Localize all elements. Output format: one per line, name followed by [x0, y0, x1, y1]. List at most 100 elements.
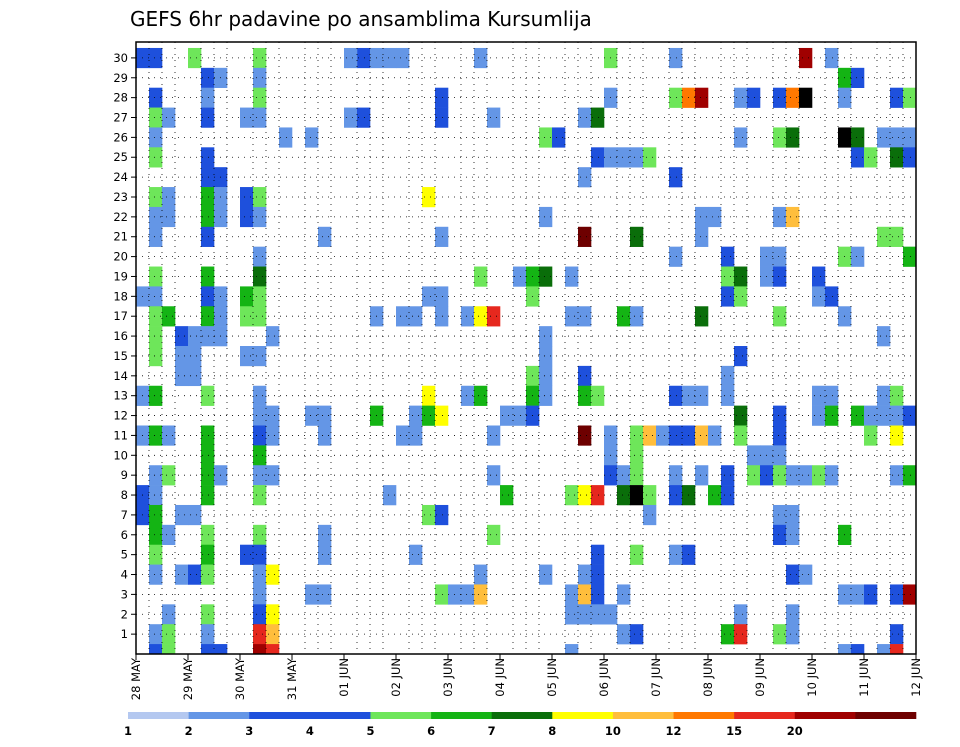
colorbar-label: 1 [124, 724, 132, 738]
heatmap-cell [721, 485, 735, 506]
heatmap-cell [669, 385, 683, 406]
heatmap-cell [799, 87, 813, 108]
x-tick-label: 08 JUN [701, 658, 715, 697]
heatmap-cell [201, 524, 215, 546]
heatmap-cell [162, 187, 176, 208]
heatmap-cell [201, 67, 215, 88]
heatmap-cell [149, 206, 163, 228]
heatmap-cell [773, 624, 787, 645]
heatmap-cell [643, 485, 657, 506]
colorbar-label: 2 [185, 724, 193, 738]
heatmap-cell [578, 385, 592, 406]
heatmap-cell [266, 644, 280, 655]
heatmap-cell [812, 286, 826, 307]
heatmap-cell [149, 286, 163, 307]
colorbar-segment [552, 712, 614, 719]
heatmap-cell [435, 226, 449, 247]
heatmap-cell [201, 544, 215, 565]
heatmap-cell [786, 604, 800, 625]
heatmap-cell [162, 624, 176, 645]
x-tick-label: 04 JUN [493, 658, 507, 697]
heatmap-cell [175, 504, 189, 526]
heatmap-cell [149, 346, 163, 367]
y-tick-label: 21 [113, 230, 128, 244]
heatmap-cell [890, 405, 904, 426]
y-tick-label: 5 [121, 548, 128, 562]
y-tick-label: 11 [113, 428, 128, 442]
x-tick-label: 31 MAY [285, 657, 299, 700]
heatmap-cell [201, 485, 215, 506]
heatmap-cell [149, 226, 163, 247]
heatmap-cell [474, 564, 488, 585]
heatmap-cell [903, 465, 917, 486]
heatmap-cell [812, 405, 826, 426]
heatmap-cell [591, 147, 605, 168]
heatmap-cell [565, 644, 579, 655]
heatmap-cell [552, 127, 566, 148]
heatmap-cell [786, 87, 800, 108]
heatmap-cell [903, 127, 917, 148]
heatmap-cell [773, 445, 787, 466]
heatmap-cell [253, 624, 267, 645]
heatmap-cell [812, 465, 826, 486]
heatmap-cell [266, 405, 280, 426]
colorbar-label: 3 [245, 724, 253, 738]
heatmap-cell [422, 286, 436, 307]
heatmap-cell [799, 47, 813, 69]
heatmap-cell [695, 226, 709, 247]
heatmap-cell [591, 604, 605, 625]
heatmap-cell [201, 107, 215, 128]
cells-layer [136, 47, 917, 655]
heatmap-cell [253, 604, 267, 625]
heatmap-cell [773, 504, 787, 526]
heatmap-cell [149, 624, 163, 645]
heatmap-cell [890, 465, 904, 486]
heatmap-cell [747, 445, 761, 466]
heatmap-cell [695, 206, 709, 228]
heatmap-cell [409, 425, 423, 446]
heatmap-cell [253, 644, 267, 655]
heatmap-cell [877, 226, 891, 247]
heatmap-cell [409, 306, 423, 327]
heatmap-cell [201, 206, 215, 228]
heatmap-cell [201, 564, 215, 585]
heatmap-cell [253, 246, 267, 267]
heatmap-cell [435, 306, 449, 327]
heatmap-cell [734, 604, 748, 625]
heatmap-cell [240, 346, 254, 367]
heatmap-cell [422, 187, 436, 208]
heatmap-cell [201, 87, 215, 108]
heatmap-cell [578, 425, 592, 446]
heatmap-cell [578, 584, 592, 605]
heatmap-cell [149, 107, 163, 128]
heatmap-cell [253, 544, 267, 565]
heatmap-cell [253, 187, 267, 208]
heatmap-cell [578, 107, 592, 128]
heatmap-cell [695, 87, 709, 108]
heatmap-cell [253, 306, 267, 327]
heatmap-cell [890, 226, 904, 247]
heatmap-cell [630, 485, 644, 506]
colorbar-segment [431, 712, 492, 719]
heatmap-cell [149, 425, 163, 446]
y-tick-label: 10 [113, 448, 128, 462]
heatmap-cell [474, 306, 488, 327]
heatmap-cell [266, 564, 280, 585]
heatmap-cell [435, 87, 449, 108]
heatmap-cell [773, 405, 787, 426]
heatmap-cell [435, 584, 449, 605]
heatmap-cell [201, 266, 215, 287]
y-tick-label: 4 [121, 568, 128, 582]
heatmap-cell [565, 604, 579, 625]
heatmap-cell [175, 564, 189, 585]
heatmap-cell [201, 286, 215, 307]
heatmap-cell [396, 306, 410, 327]
heatmap-cell [591, 544, 605, 565]
heatmap-cell [539, 266, 553, 287]
heatmap-cell [812, 385, 826, 406]
y-tick-label: 27 [113, 111, 128, 125]
heatmap-cell [396, 47, 410, 69]
heatmap-cell [240, 107, 254, 128]
heatmap-cell [851, 147, 865, 168]
heatmap-cell [162, 206, 176, 228]
